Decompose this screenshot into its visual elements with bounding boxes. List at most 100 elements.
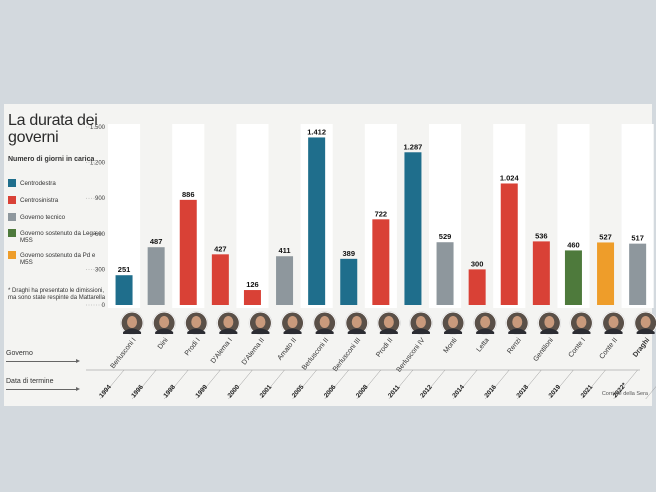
portrait-face: [287, 316, 298, 328]
source-credit: Corriere della Sera: [601, 391, 648, 397]
government-row-label: Governo: [6, 350, 80, 363]
bar-value-label: 886: [182, 190, 195, 199]
legend-swatch: [8, 213, 16, 221]
government-label: Conte I: [568, 337, 587, 359]
date-tick: [131, 369, 157, 400]
date-tick: [196, 369, 221, 400]
date-tick: [164, 369, 189, 400]
bar: [276, 256, 294, 305]
bar: [211, 254, 229, 305]
bar: [372, 219, 390, 305]
portrait-face: [608, 316, 619, 328]
date-row-label: Data di termine: [6, 378, 80, 391]
date-tick: [645, 386, 656, 400]
footnote: * Draghi ha presentato le dimissioni, ma…: [8, 288, 106, 301]
date-row-text: Data di termine: [6, 378, 54, 385]
bar-value-label: 517: [631, 234, 644, 243]
date-tick: [260, 369, 285, 400]
bar: [308, 137, 326, 305]
date-tick: [292, 369, 317, 400]
government-row-text: Governo: [6, 350, 33, 357]
date-tick: [420, 369, 446, 400]
bar: [468, 269, 486, 305]
y-tick-label: 300: [95, 267, 106, 273]
bar-value-label: 1.287: [404, 142, 423, 151]
bar-value-label: 427: [214, 244, 227, 253]
portrait-suit: [155, 328, 174, 334]
portrait-suit: [379, 328, 398, 334]
portrait-face: [127, 316, 138, 328]
portrait-suit: [123, 328, 142, 334]
bar: [436, 242, 454, 305]
portrait-suit: [219, 328, 238, 334]
chart-title: La durata dei governi: [8, 112, 98, 146]
arrow-right-icon: [6, 387, 80, 391]
bar: [500, 183, 518, 305]
date-tick: [517, 369, 542, 400]
portrait-suit: [476, 328, 495, 334]
government-label: Prodi I: [184, 337, 202, 357]
date-tick: [485, 369, 510, 400]
y-tick-label: 900: [95, 196, 106, 202]
legend-title: Numero di giorni in carica: [8, 156, 95, 163]
date-tick: [356, 369, 381, 400]
government-label: Draghi: [632, 337, 651, 359]
portrait-suit: [251, 328, 270, 334]
bar-value-label: 536: [535, 231, 548, 240]
bar-value-label: 487: [150, 237, 163, 246]
government-label: Conte II: [599, 337, 620, 361]
legend-label: Governo tecnico: [20, 213, 66, 221]
portrait-face: [448, 316, 459, 328]
government-label: Berlusconi IV: [396, 337, 427, 374]
legend-label: Centrosinistra: [20, 196, 59, 204]
portrait-suit: [444, 328, 463, 334]
date-tick: [388, 369, 414, 400]
legend-label: Governo sostenuto da Pd e M5S: [20, 251, 96, 266]
date-tick: [549, 369, 574, 400]
portrait-face: [544, 316, 555, 328]
date-tick: [452, 369, 478, 400]
government-label: Berlusconi I: [110, 337, 138, 370]
date-tick: [228, 369, 253, 400]
government-label: Berlusconi III: [332, 337, 362, 373]
bar-value-label: 460: [567, 240, 580, 249]
bar-value-label: 722: [375, 209, 388, 218]
portrait-suit: [508, 328, 527, 334]
bar-value-label: 126: [246, 280, 259, 289]
bar-value-label: 251: [118, 265, 131, 274]
legend-label: Centrodestra: [20, 179, 56, 187]
legend-swatch: [8, 196, 16, 204]
y-tick-label: 1.200: [90, 161, 106, 167]
portrait-face: [415, 316, 426, 328]
column-band: [236, 124, 269, 308]
bar-value-label: 389: [342, 249, 355, 258]
government-label: Amato II: [277, 337, 299, 362]
bar: [115, 275, 133, 305]
bar: [532, 241, 550, 305]
portrait-face: [255, 316, 266, 328]
date-tick: [99, 369, 125, 400]
bar: [147, 247, 165, 305]
portrait-suit: [572, 328, 591, 334]
legend-swatch: [8, 179, 16, 187]
legend-swatch: [8, 251, 16, 259]
bar-value-label: 1.024: [500, 173, 520, 182]
government-label: Monti: [443, 337, 459, 355]
y-tick-label: 0: [102, 303, 106, 309]
government-label: Renzi: [506, 337, 523, 356]
government-label: D'Alema II: [241, 337, 266, 367]
bar: [243, 290, 261, 305]
government-label: Gentiloni: [532, 337, 555, 363]
portrait-suit: [540, 328, 559, 334]
bar-value-label: 527: [599, 232, 612, 241]
portrait-face: [480, 316, 491, 328]
portrait-suit: [283, 328, 302, 334]
portrait-face: [191, 316, 202, 328]
portrait-suit: [636, 328, 655, 334]
portrait-face: [223, 316, 234, 328]
government-label: D'Alema I: [210, 337, 234, 365]
portrait-face: [512, 316, 523, 328]
bar: [564, 250, 582, 305]
